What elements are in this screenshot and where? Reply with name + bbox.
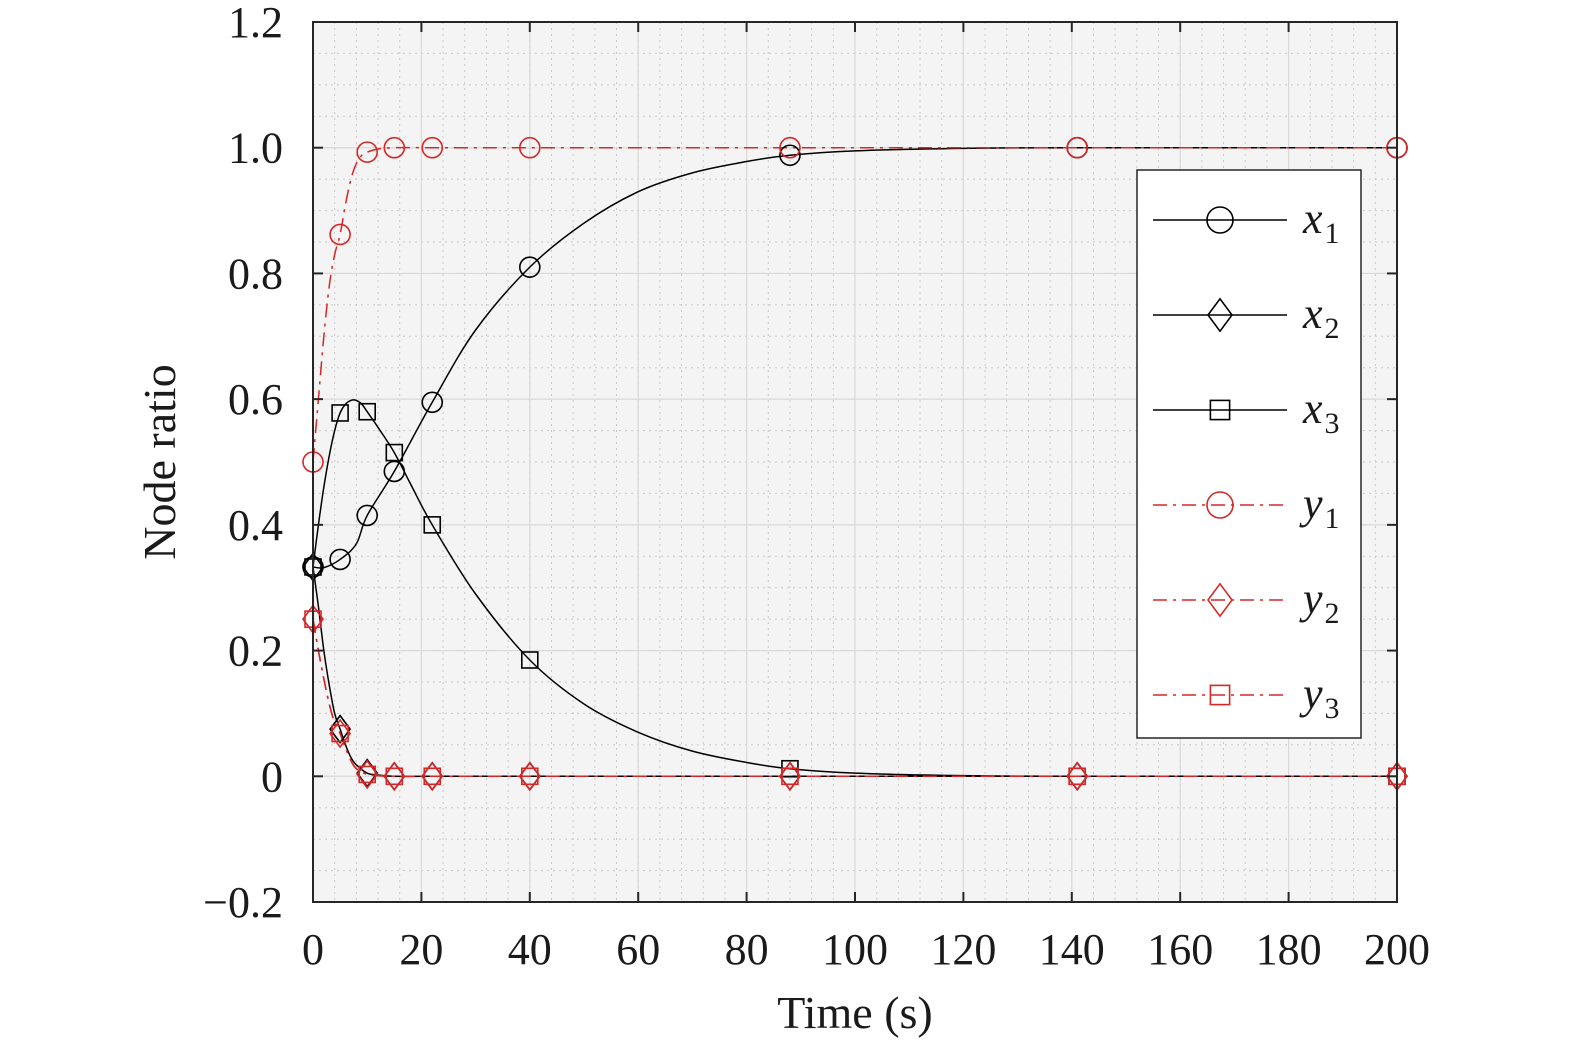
legend-label-var: x <box>1302 194 1323 243</box>
x-tick-label: 80 <box>725 925 769 974</box>
marker-x1 <box>421 391 444 414</box>
marker-y2 <box>383 761 406 792</box>
marker-x1 <box>518 256 541 278</box>
x-tick-label: 160 <box>1147 925 1213 974</box>
y-tick-label: 0.4 <box>228 501 283 550</box>
legend-label-sub: 2 <box>1325 597 1340 630</box>
marker-x1 <box>329 548 351 571</box>
legend-box <box>1136 169 1362 739</box>
x-tick-label: 140 <box>1039 925 1105 974</box>
marker-y3 <box>781 767 799 786</box>
legend-label-y1: y1 <box>1299 479 1340 535</box>
x-tick-label: 200 <box>1364 925 1430 974</box>
x-tick-label: 120 <box>930 925 996 974</box>
x-tick-label: 100 <box>822 925 888 974</box>
legend-label-var: x <box>1302 289 1323 338</box>
marker-y3 <box>1068 767 1087 786</box>
legend-item-y1: y1 <box>1153 479 1340 535</box>
marker-y3 <box>331 724 349 743</box>
marker-y1 <box>383 136 406 159</box>
marker-x1 <box>356 504 379 527</box>
marker-y1 <box>1066 136 1089 159</box>
marker-x3 <box>385 443 404 462</box>
legend-marker-y3 <box>1209 684 1231 706</box>
legend-label-x3: x3 <box>1302 384 1340 440</box>
y-axis-title: Node ratio <box>134 364 185 559</box>
legend-item-y3: y3 <box>1153 669 1340 725</box>
y-tick-label: 0.2 <box>228 627 283 676</box>
x-tick-label: 60 <box>616 925 660 974</box>
marker-x3 <box>520 651 539 669</box>
legend-label-y2: y2 <box>1299 574 1340 630</box>
legend-marker-y1 <box>1206 491 1234 519</box>
marker-y2 <box>421 761 444 792</box>
legend-label-x1: x1 <box>1302 194 1340 250</box>
marker-y1 <box>329 223 351 246</box>
legend-label-var: y <box>1299 669 1323 718</box>
marker-y1 <box>518 136 541 159</box>
series-line-y1 <box>312 146 1397 463</box>
legend-label-sub: 3 <box>1325 692 1340 725</box>
axis-ticks <box>312 21 1398 903</box>
legend-label-sub: 1 <box>1325 502 1340 535</box>
marker-y3 <box>520 767 539 786</box>
x-tick-labels: 0 20 40 60 80 100 120 140 160 180 200 <box>302 925 1430 974</box>
marker-x3 <box>423 516 442 534</box>
legend-marker-x2 <box>1207 297 1233 333</box>
legend-label-sub: 3 <box>1325 407 1340 440</box>
marker-y3 <box>423 767 442 786</box>
legend-label-var: y <box>1299 574 1323 623</box>
legend-marker-x1 <box>1206 206 1234 234</box>
y-tick-label: 1.2 <box>228 0 283 47</box>
legend-label-x2: x2 <box>1302 289 1340 345</box>
marker-y1 <box>421 136 444 159</box>
marker-y2 <box>518 761 541 792</box>
marker-y2 <box>356 759 379 790</box>
legend-label-var: x <box>1302 384 1323 433</box>
legend-label-var: y <box>1299 479 1323 528</box>
marker-y3 <box>385 767 404 786</box>
legend-item-x3: x3 <box>1153 384 1340 440</box>
y-tick-label: −0.2 <box>203 878 283 927</box>
marker-x2 <box>329 714 352 744</box>
marker-y1 <box>356 141 379 163</box>
marker-y1 <box>779 136 801 159</box>
marker-y3 <box>358 765 377 784</box>
marker-x1 <box>383 460 406 483</box>
marker-y2 <box>329 718 352 749</box>
series-line-y3 <box>312 619 1397 778</box>
marker-y2 <box>778 761 801 792</box>
series-lines <box>312 146 1397 778</box>
legend-item-x1: x1 <box>1153 194 1340 250</box>
y-tick-label: 1.0 <box>228 124 283 173</box>
y-tick-label: 0 <box>261 752 283 801</box>
marker-y2 <box>1066 761 1089 792</box>
x-axis-title: Time (s) <box>777 987 933 1038</box>
x-tick-label: 40 <box>508 925 552 974</box>
legend-marker-x3 <box>1209 399 1231 421</box>
legend-label-sub: 1 <box>1325 217 1340 250</box>
y-tick-label: 0.8 <box>228 249 283 298</box>
series-line-x3 <box>312 399 1397 778</box>
marker-x3 <box>358 402 377 421</box>
marker-x3 <box>331 404 349 422</box>
y-tick-labels: −0.2 0 0.2 0.4 0.6 0.8 1.0 1.2 <box>203 0 283 927</box>
legend-label-y3: y3 <box>1299 669 1340 725</box>
x-tick-label: 20 <box>399 925 443 974</box>
legend-label-sub: 2 <box>1325 312 1340 345</box>
legend-marker-y2 <box>1207 582 1233 618</box>
y-tick-label: 0.6 <box>228 375 283 424</box>
legend-item-x2: x2 <box>1153 289 1340 345</box>
x-tick-label: 0 <box>302 925 324 974</box>
legend-item-y2: y2 <box>1153 574 1340 630</box>
x-tick-label: 180 <box>1256 925 1322 974</box>
marker-x1 <box>779 144 801 167</box>
